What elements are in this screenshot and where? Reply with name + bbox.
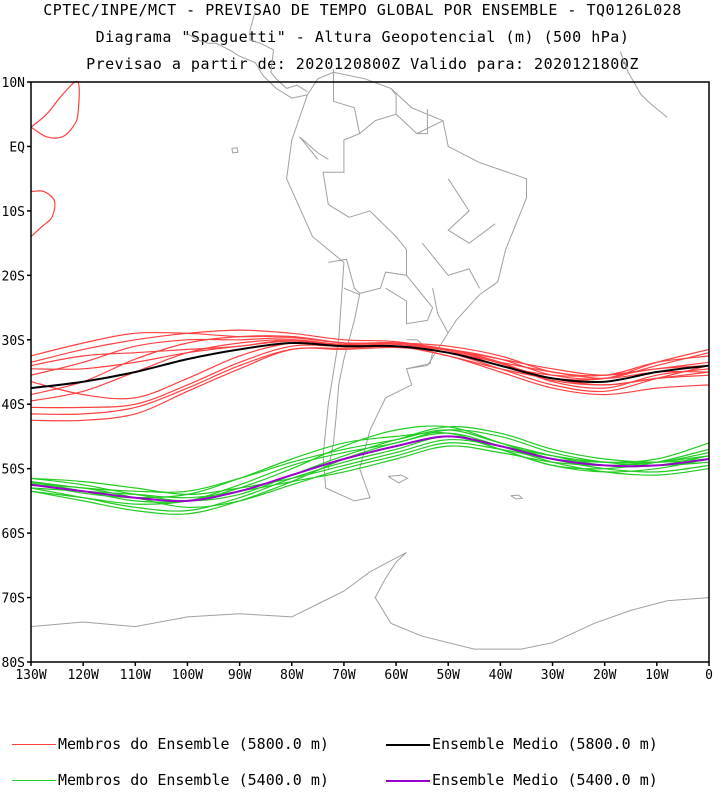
legend-label-mean-5400: Ensemble Medio (5400.0 m)	[432, 771, 658, 789]
ensemble-means	[30, 341, 710, 503]
lon-label: 40W	[489, 668, 513, 683]
legend-swatch-member-5400	[12, 780, 56, 781]
ensemble-members	[30, 80, 710, 515]
lon-label: 0	[705, 668, 713, 683]
lat-label: 70S	[2, 592, 25, 607]
member-line-5400	[30, 429, 710, 505]
member-line-5400	[30, 426, 710, 502]
lon-label: 60W	[384, 668, 408, 683]
member-contour-5800	[30, 190, 56, 238]
coastline	[421, 242, 480, 289]
legend-label-mean-5800: Ensemble Medio (5800.0 m)	[432, 735, 658, 753]
coastline	[327, 287, 361, 469]
mean-line-5400	[30, 435, 710, 503]
legend-label-member-5800: Membros do Ensemble (5800.0 m)	[58, 735, 329, 753]
lat-label: 50S	[2, 463, 25, 478]
lon-label: 30W	[541, 668, 565, 683]
coastline	[416, 109, 428, 135]
lon-label: 10W	[645, 668, 669, 683]
coastline	[432, 288, 449, 334]
map-frame	[30, 81, 710, 663]
member-line-5800	[30, 339, 710, 402]
lat-label: 20S	[2, 269, 25, 284]
coastline	[390, 88, 397, 115]
coastline	[328, 210, 407, 294]
lat-label: 60S	[2, 527, 25, 542]
lat-label: 30S	[2, 334, 25, 349]
lon-label: 110W	[120, 668, 151, 683]
legend-swatch-member-5800	[12, 744, 56, 745]
lon-label: 130W	[15, 668, 46, 683]
member-line-5800	[30, 335, 710, 396]
title-line-3: Previsao a partir de: 2020120800Z Valido…	[86, 55, 639, 73]
coastline	[388, 474, 409, 484]
legend-swatch-mean-5400	[386, 780, 430, 782]
lon-label: 90W	[228, 668, 252, 683]
lon-label: 70W	[332, 668, 356, 683]
coastline	[299, 136, 329, 160]
member-line-5400	[30, 432, 710, 515]
coastline	[619, 51, 668, 118]
member-contour-5800	[30, 80, 80, 139]
lat-label: 10S	[2, 205, 25, 220]
lat-label: EQ	[9, 140, 25, 155]
legend-swatch-mean-5800	[386, 744, 430, 746]
coastline	[249, 10, 308, 93]
title-line-2: Diagrama "Spaguetti" - Altura Geopotenci…	[95, 28, 630, 46]
member-line-5800	[30, 341, 710, 400]
coastline	[30, 551, 710, 650]
coastline	[286, 71, 527, 502]
mean-line-5800	[30, 341, 710, 390]
coastline	[187, 33, 308, 99]
coastline	[385, 274, 434, 325]
coastlines	[30, 10, 710, 650]
coastline	[510, 494, 524, 500]
lat-label: 80S	[2, 656, 25, 671]
legend-label-member-5400: Membros do Ensemble (5400.0 m)	[58, 771, 329, 789]
member-line-5800	[30, 346, 710, 422]
lon-label: 80W	[280, 668, 304, 683]
lon-label: 100W	[172, 668, 203, 683]
legend: Membros do Ensemble (5800.0 m) Ensemble …	[0, 730, 725, 790]
member-line-5400	[30, 425, 710, 503]
lon-label: 50W	[436, 668, 460, 683]
lon-label: 120W	[67, 668, 98, 683]
lat-label: 40S	[2, 398, 25, 413]
lat-label: 10N	[2, 76, 25, 91]
coastline	[231, 147, 239, 154]
coastline	[447, 178, 496, 244]
coastline	[333, 69, 361, 134]
lon-label: 20W	[593, 668, 617, 683]
title-line-1: CPTEC/INPE/MCT - PREVISAO DE TEMPO GLOBA…	[43, 1, 682, 19]
coastline	[322, 113, 444, 218]
